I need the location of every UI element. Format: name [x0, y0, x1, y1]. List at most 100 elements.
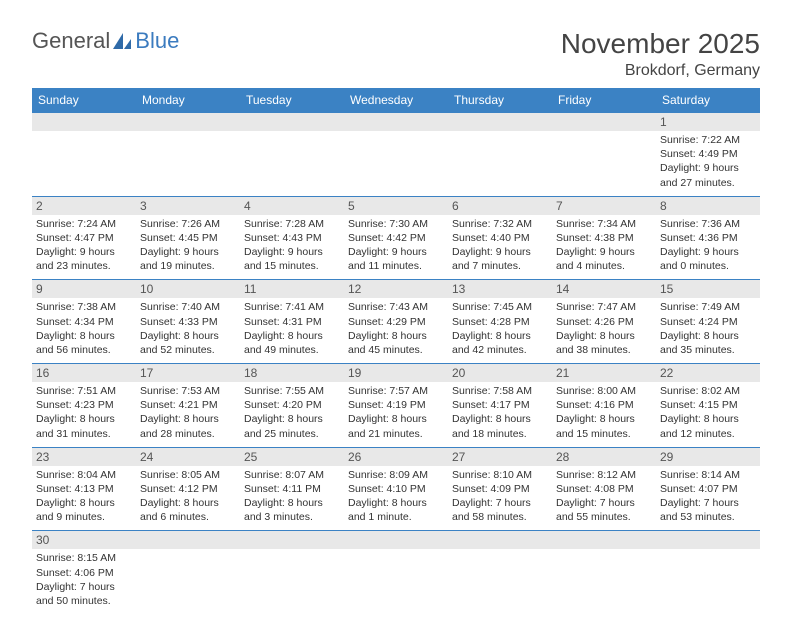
sunrise-text: Sunrise: 7:26 AM: [140, 217, 236, 231]
sunrise-text: Sunrise: 7:28 AM: [244, 217, 340, 231]
sunrise-text: Sunrise: 8:09 AM: [348, 468, 444, 482]
sunrise-text: Sunrise: 7:38 AM: [36, 300, 132, 314]
sunrise-text: Sunrise: 8:14 AM: [660, 468, 756, 482]
sunset-text: Sunset: 4:09 PM: [452, 482, 548, 496]
daylight-text: and 42 minutes.: [452, 343, 548, 357]
sunrise-text: Sunrise: 7:57 AM: [348, 384, 444, 398]
day-number: 19: [344, 364, 448, 382]
sunrise-text: Sunrise: 8:07 AM: [244, 468, 340, 482]
daylight-text: and 49 minutes.: [244, 343, 340, 357]
sunset-text: Sunset: 4:34 PM: [36, 315, 132, 329]
calendar-grid: SundayMondayTuesdayWednesdayThursdayFrid…: [32, 88, 760, 614]
sunset-text: Sunset: 4:24 PM: [660, 315, 756, 329]
daylight-text: and 21 minutes.: [348, 427, 444, 441]
sunset-text: Sunset: 4:38 PM: [556, 231, 652, 245]
daylight-text: Daylight: 8 hours: [36, 412, 132, 426]
day-cell: Sunrise: 8:12 AMSunset: 4:08 PMDaylight:…: [552, 466, 656, 531]
day-cell: Sunrise: 7:24 AMSunset: 4:47 PMDaylight:…: [32, 215, 136, 280]
daylight-text: and 55 minutes.: [556, 510, 652, 524]
day-number: 21: [552, 364, 656, 382]
day-cell: Sunrise: 7:55 AMSunset: 4:20 PMDaylight:…: [240, 382, 344, 447]
day-number: 20: [448, 364, 552, 382]
day-number: 3: [136, 197, 240, 215]
day-number: 24: [136, 448, 240, 466]
day-cell: Sunrise: 7:47 AMSunset: 4:26 PMDaylight:…: [552, 298, 656, 363]
daylight-text: Daylight: 9 hours: [348, 245, 444, 259]
day-number: [552, 531, 656, 549]
weekday-header: SundayMondayTuesdayWednesdayThursdayFrid…: [32, 88, 760, 113]
weekday-label: Saturday: [656, 88, 760, 113]
day-cell: Sunrise: 8:10 AMSunset: 4:09 PMDaylight:…: [448, 466, 552, 531]
daylight-text: Daylight: 9 hours: [244, 245, 340, 259]
day-number: [136, 113, 240, 131]
day-cell: Sunrise: 7:41 AMSunset: 4:31 PMDaylight:…: [240, 298, 344, 363]
daylight-text: Daylight: 7 hours: [36, 580, 132, 594]
day-number: [32, 113, 136, 131]
day-number: 13: [448, 280, 552, 298]
sunrise-text: Sunrise: 8:05 AM: [140, 468, 236, 482]
sunrise-text: Sunrise: 7:40 AM: [140, 300, 236, 314]
day-cell: [552, 549, 656, 614]
daylight-text: Daylight: 8 hours: [452, 329, 548, 343]
sunset-text: Sunset: 4:16 PM: [556, 398, 652, 412]
day-cell: Sunrise: 7:38 AMSunset: 4:34 PMDaylight:…: [32, 298, 136, 363]
daylight-text: Daylight: 8 hours: [348, 412, 444, 426]
day-number: 18: [240, 364, 344, 382]
day-cell: Sunrise: 8:07 AMSunset: 4:11 PMDaylight:…: [240, 466, 344, 531]
day-cell: Sunrise: 8:02 AMSunset: 4:15 PMDaylight:…: [656, 382, 760, 447]
sunset-text: Sunset: 4:08 PM: [556, 482, 652, 496]
daynum-row: 23242526272829: [32, 448, 760, 466]
day-cell: Sunrise: 7:45 AMSunset: 4:28 PMDaylight:…: [448, 298, 552, 363]
day-number: 28: [552, 448, 656, 466]
daynum-row: 1: [32, 113, 760, 131]
day-number: [344, 113, 448, 131]
sunset-text: Sunset: 4:47 PM: [36, 231, 132, 245]
daylight-text: and 7 minutes.: [452, 259, 548, 273]
day-cell: Sunrise: 7:28 AMSunset: 4:43 PMDaylight:…: [240, 215, 344, 280]
daylight-text: and 4 minutes.: [556, 259, 652, 273]
day-number: 5: [344, 197, 448, 215]
daylight-text: and 1 minute.: [348, 510, 444, 524]
sunrise-text: Sunrise: 7:24 AM: [36, 217, 132, 231]
week-row: Sunrise: 7:51 AMSunset: 4:23 PMDaylight:…: [32, 382, 760, 448]
day-cell: [344, 549, 448, 614]
sunset-text: Sunset: 4:19 PM: [348, 398, 444, 412]
daylight-text: and 9 minutes.: [36, 510, 132, 524]
day-number: 27: [448, 448, 552, 466]
day-cell: Sunrise: 7:34 AMSunset: 4:38 PMDaylight:…: [552, 215, 656, 280]
daylight-text: and 45 minutes.: [348, 343, 444, 357]
day-cell: Sunrise: 7:51 AMSunset: 4:23 PMDaylight:…: [32, 382, 136, 447]
day-number: 2: [32, 197, 136, 215]
sunrise-text: Sunrise: 7:36 AM: [660, 217, 756, 231]
day-cell: Sunrise: 7:30 AMSunset: 4:42 PMDaylight:…: [344, 215, 448, 280]
day-cell: Sunrise: 7:26 AMSunset: 4:45 PMDaylight:…: [136, 215, 240, 280]
daylight-text: and 18 minutes.: [452, 427, 548, 441]
sunrise-text: Sunrise: 7:32 AM: [452, 217, 548, 231]
daylight-text: Daylight: 9 hours: [140, 245, 236, 259]
day-number: 16: [32, 364, 136, 382]
daylight-text: Daylight: 9 hours: [660, 245, 756, 259]
daylight-text: Daylight: 7 hours: [660, 496, 756, 510]
sunrise-text: Sunrise: 7:55 AM: [244, 384, 340, 398]
sunset-text: Sunset: 4:26 PM: [556, 315, 652, 329]
day-cell: [136, 549, 240, 614]
day-cell: Sunrise: 7:49 AMSunset: 4:24 PMDaylight:…: [656, 298, 760, 363]
day-cell: [344, 131, 448, 196]
sunrise-text: Sunrise: 7:47 AM: [556, 300, 652, 314]
logo-text-2: Blue: [135, 28, 179, 54]
day-number: 17: [136, 364, 240, 382]
day-number: [240, 113, 344, 131]
weekday-label: Thursday: [448, 88, 552, 113]
sunrise-text: Sunrise: 7:43 AM: [348, 300, 444, 314]
day-number: 15: [656, 280, 760, 298]
sunset-text: Sunset: 4:28 PM: [452, 315, 548, 329]
sunset-text: Sunset: 4:33 PM: [140, 315, 236, 329]
sunset-text: Sunset: 4:42 PM: [348, 231, 444, 245]
sunrise-text: Sunrise: 7:53 AM: [140, 384, 236, 398]
calendar-page: General Blue November 2025 Brokdorf, Ger…: [0, 0, 792, 642]
logo: General Blue: [32, 28, 179, 54]
day-cell: [448, 549, 552, 614]
daylight-text: Daylight: 8 hours: [36, 329, 132, 343]
day-number: 29: [656, 448, 760, 466]
sunset-text: Sunset: 4:21 PM: [140, 398, 236, 412]
